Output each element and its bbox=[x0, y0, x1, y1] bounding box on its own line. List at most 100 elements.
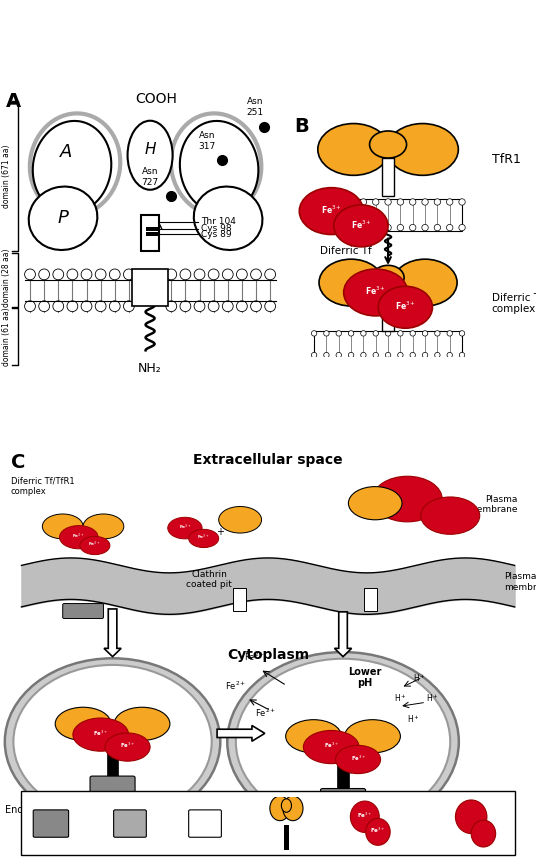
Circle shape bbox=[446, 199, 453, 205]
Circle shape bbox=[13, 665, 212, 818]
Ellipse shape bbox=[370, 131, 407, 158]
Text: Fe$^{2+}$: Fe$^{2+}$ bbox=[244, 651, 265, 663]
Circle shape bbox=[180, 301, 191, 312]
Ellipse shape bbox=[345, 720, 400, 753]
Bar bbox=[337, 752, 349, 789]
Circle shape bbox=[361, 331, 366, 336]
Circle shape bbox=[265, 301, 276, 312]
Bar bbox=[314, 331, 462, 358]
Circle shape bbox=[81, 301, 92, 312]
Circle shape bbox=[109, 301, 120, 312]
Ellipse shape bbox=[334, 205, 388, 247]
Circle shape bbox=[324, 331, 329, 336]
FancyBboxPatch shape bbox=[63, 604, 103, 619]
Text: NH₂: NH₂ bbox=[138, 362, 162, 375]
Ellipse shape bbox=[29, 187, 98, 250]
Circle shape bbox=[348, 199, 354, 205]
Circle shape bbox=[236, 269, 247, 280]
Text: Fe$^{3+}$: Fe$^{3+}$ bbox=[321, 204, 342, 216]
Text: Clathrin: Clathrin bbox=[115, 844, 146, 854]
Ellipse shape bbox=[299, 187, 363, 234]
Bar bbox=[364, 588, 377, 611]
Ellipse shape bbox=[114, 708, 170, 740]
Ellipse shape bbox=[194, 187, 263, 250]
Circle shape bbox=[236, 301, 247, 312]
Bar bbox=[21, 791, 515, 854]
Text: Fe$^{3+}$: Fe$^{3+}$ bbox=[88, 540, 101, 550]
Text: Fe$^{2+}$: Fe$^{2+}$ bbox=[225, 679, 247, 692]
FancyBboxPatch shape bbox=[114, 810, 146, 837]
Circle shape bbox=[251, 269, 262, 280]
Circle shape bbox=[166, 301, 177, 312]
Circle shape bbox=[227, 652, 459, 831]
Ellipse shape bbox=[351, 801, 379, 832]
Ellipse shape bbox=[168, 518, 202, 539]
Circle shape bbox=[209, 301, 219, 312]
Circle shape bbox=[398, 331, 403, 336]
Text: Fe$^{2+}$: Fe$^{2+}$ bbox=[255, 707, 276, 719]
Circle shape bbox=[194, 269, 205, 280]
Text: Fe$^{3+}$: Fe$^{3+}$ bbox=[197, 533, 210, 543]
Ellipse shape bbox=[319, 259, 383, 306]
Text: Diferric Tf/TfR1
complex: Diferric Tf/TfR1 complex bbox=[11, 476, 75, 496]
Circle shape bbox=[166, 269, 177, 280]
Ellipse shape bbox=[378, 286, 433, 328]
Ellipse shape bbox=[33, 121, 111, 213]
Text: Cys 89: Cys 89 bbox=[201, 230, 232, 238]
Circle shape bbox=[385, 225, 391, 231]
Ellipse shape bbox=[344, 269, 408, 316]
Text: Asn
317: Asn 317 bbox=[198, 131, 215, 150]
Circle shape bbox=[194, 301, 205, 312]
Circle shape bbox=[323, 225, 330, 231]
Bar bbox=[382, 158, 394, 196]
Circle shape bbox=[209, 269, 219, 280]
Ellipse shape bbox=[219, 506, 262, 533]
Text: Cytoplasm: Cytoplasm bbox=[227, 648, 309, 663]
Circle shape bbox=[336, 199, 342, 205]
Circle shape bbox=[435, 331, 440, 336]
Circle shape bbox=[348, 225, 354, 231]
FancyBboxPatch shape bbox=[90, 776, 135, 795]
Text: H$^+$: H$^+$ bbox=[413, 672, 426, 683]
Ellipse shape bbox=[373, 476, 442, 522]
Circle shape bbox=[222, 301, 233, 312]
Text: Fe$^{3+}$: Fe$^{3+}$ bbox=[120, 741, 135, 751]
Text: DMT1
(iron transporter): DMT1 (iron transporter) bbox=[22, 840, 80, 854]
Circle shape bbox=[459, 225, 465, 231]
Bar bbox=[284, 825, 289, 850]
Ellipse shape bbox=[366, 818, 390, 845]
Bar bbox=[314, 199, 462, 231]
Ellipse shape bbox=[128, 121, 173, 190]
Text: H$^+$: H$^+$ bbox=[407, 714, 420, 725]
Circle shape bbox=[446, 225, 453, 231]
Circle shape bbox=[385, 199, 391, 205]
Circle shape bbox=[373, 225, 379, 231]
Circle shape bbox=[348, 353, 354, 358]
Circle shape bbox=[422, 225, 428, 231]
FancyBboxPatch shape bbox=[321, 789, 366, 807]
Circle shape bbox=[25, 269, 35, 280]
Text: Intracellular
domain (61 aa): Intracellular domain (61 aa) bbox=[0, 308, 11, 366]
Circle shape bbox=[348, 331, 354, 336]
FancyBboxPatch shape bbox=[33, 810, 69, 837]
Bar bbox=[107, 740, 118, 776]
Circle shape bbox=[373, 199, 379, 205]
Ellipse shape bbox=[55, 708, 111, 740]
Ellipse shape bbox=[270, 796, 290, 821]
Circle shape bbox=[67, 301, 78, 312]
Circle shape bbox=[123, 269, 135, 280]
Circle shape bbox=[53, 301, 64, 312]
Ellipse shape bbox=[189, 530, 219, 548]
Text: Apo-Tf: Apo-Tf bbox=[462, 844, 487, 854]
Text: Diferric Tf/TfR1
complex: Diferric Tf/TfR1 complex bbox=[492, 293, 536, 314]
Circle shape bbox=[434, 199, 441, 205]
Text: H$^+$: H$^+$ bbox=[426, 693, 439, 704]
Text: TfR1: TfR1 bbox=[492, 153, 520, 166]
Text: Diferric Tf
(holo-Tf): Diferric Tf (holo-Tf) bbox=[347, 834, 384, 854]
Circle shape bbox=[447, 353, 452, 358]
Circle shape bbox=[410, 353, 415, 358]
Circle shape bbox=[397, 199, 404, 205]
Circle shape bbox=[95, 269, 106, 280]
Ellipse shape bbox=[348, 486, 402, 520]
Circle shape bbox=[95, 301, 106, 312]
